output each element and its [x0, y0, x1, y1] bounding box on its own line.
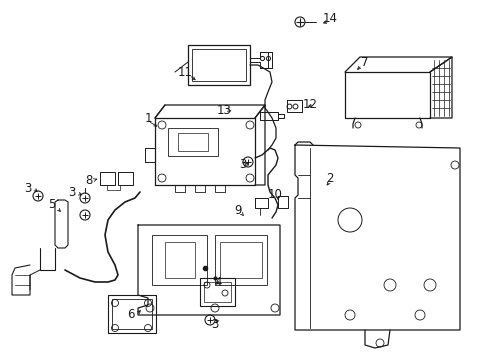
Text: 6: 6	[127, 309, 135, 321]
Text: 4: 4	[214, 275, 221, 288]
Bar	[108, 295, 156, 333]
Bar	[152, 235, 206, 285]
Text: 3: 3	[68, 186, 76, 199]
Text: 7: 7	[361, 55, 368, 68]
Bar	[203, 282, 230, 302]
Bar	[112, 299, 152, 329]
Text: 3: 3	[239, 158, 246, 171]
Bar	[215, 235, 266, 285]
Bar	[200, 278, 235, 306]
Text: 3: 3	[211, 319, 218, 332]
Text: 12: 12	[302, 99, 317, 112]
Text: 10: 10	[267, 189, 282, 202]
Bar	[178, 133, 207, 151]
Bar	[192, 49, 245, 81]
Text: 3: 3	[24, 181, 32, 194]
Text: 14: 14	[322, 12, 337, 24]
Text: 11: 11	[177, 66, 192, 78]
Text: 8: 8	[85, 174, 93, 186]
Text: 13: 13	[216, 104, 231, 117]
Text: 5: 5	[48, 198, 56, 211]
Bar	[164, 242, 195, 278]
Bar	[187, 45, 249, 85]
Text: 9: 9	[234, 203, 241, 216]
Bar	[220, 242, 262, 278]
Bar	[168, 128, 218, 156]
Text: 1: 1	[144, 112, 151, 125]
Text: 2: 2	[325, 171, 333, 184]
